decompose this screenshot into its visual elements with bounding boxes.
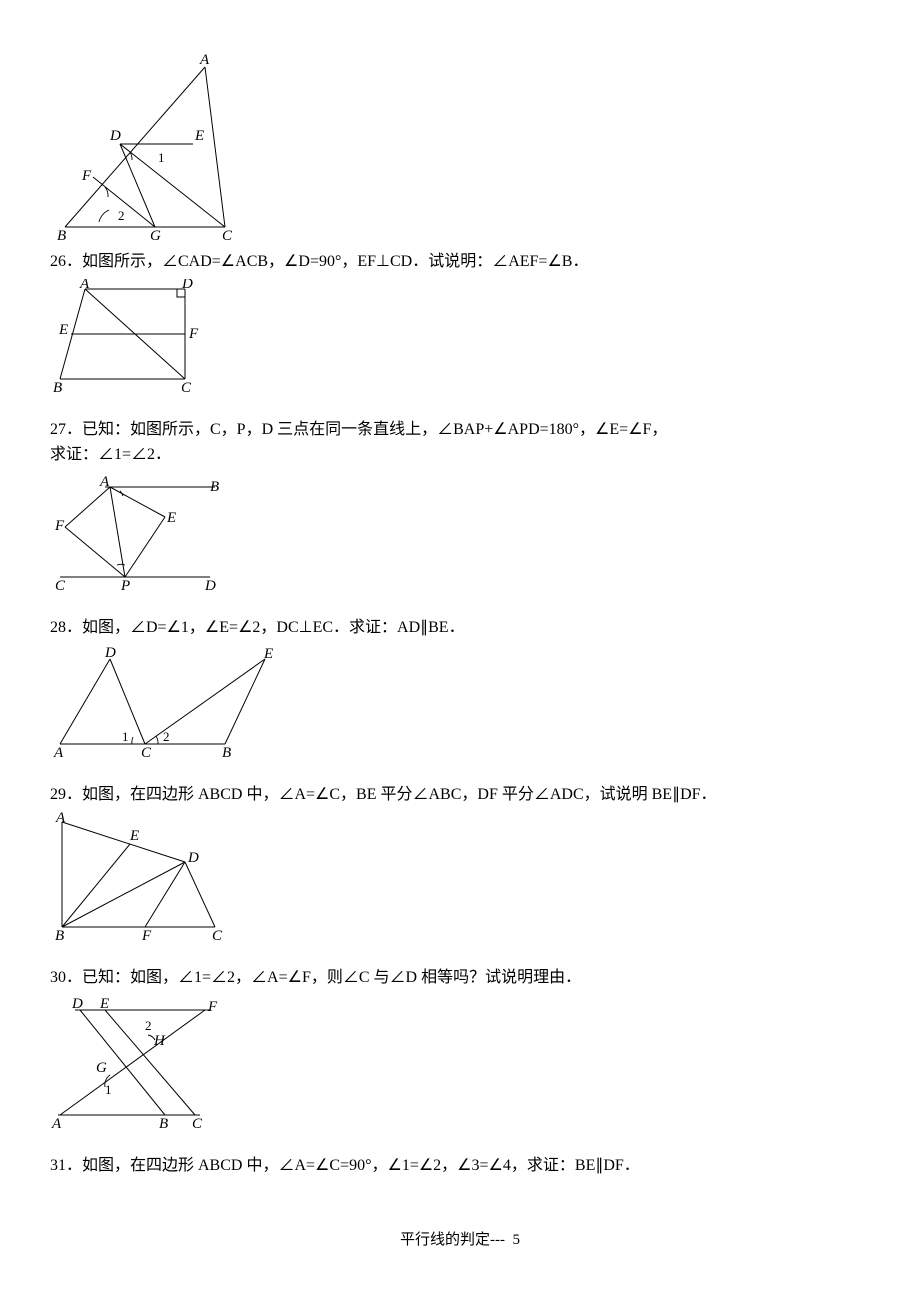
label-2-28: 2: [163, 729, 170, 744]
label-D-30: D: [71, 996, 83, 1012]
label-A-29: A: [55, 812, 66, 826]
label-F-29: F: [141, 928, 152, 942]
problem-29: 29．如图，在四边形 ABCD 中，∠A=∠C，BE 平分∠ABC，DF 平分∠…: [50, 782, 870, 947]
label-C-29: C: [212, 928, 223, 942]
label-A-28: A: [53, 745, 64, 759]
label-D-28: D: [104, 645, 116, 661]
figure-27: A B E F C P D: [50, 472, 870, 597]
label-C-30: C: [192, 1116, 203, 1130]
problem-27-text: 27．已知：如图所示，C，P，D 三点在同一条直线上，∠BAP+∠APD=180…: [50, 417, 870, 468]
problem-27-line2: 求证：∠1=∠2．: [50, 446, 171, 463]
label-A-26: A: [79, 279, 90, 292]
label-B-28: B: [222, 745, 231, 759]
problem-26: 26．如图所示，∠CAD=∠ACB，∠D=90°，EF⊥CD．试说明：∠AEF=…: [50, 249, 870, 399]
label-D: D: [109, 128, 121, 144]
label-E-27: E: [166, 510, 176, 526]
problem-29-body: ．如图，在四边形 ABCD 中，∠A=∠C，BE 平分∠ABC，DF 平分∠AD…: [66, 786, 717, 803]
label-B-29: B: [55, 928, 64, 942]
problem-31-num: 31: [50, 1157, 66, 1174]
footer-page: 5: [513, 1232, 521, 1248]
problem-28-body: ．如图，∠D=∠1，∠E=∠2，DC⊥EC．求证：AD∥BE．: [66, 619, 465, 636]
figure-28: D E A C B 1 2: [50, 644, 870, 764]
label-B-26: B: [53, 380, 62, 394]
label-2-30: 2: [145, 1018, 152, 1033]
problem-27-num: 27: [50, 421, 66, 438]
problem-28-text: 28．如图，∠D=∠1，∠E=∠2，DC⊥EC．求证：AD∥BE．: [50, 615, 870, 641]
label-D-27: D: [204, 578, 216, 592]
label-A-27: A: [99, 474, 110, 490]
problem-27: 27．已知：如图所示，C，P，D 三点在同一条直线上，∠BAP+∠APD=180…: [50, 417, 870, 597]
label-A: A: [199, 52, 210, 68]
label-G-30: G: [96, 1060, 107, 1076]
label-H-30: H: [153, 1033, 166, 1049]
label-F-30: F: [207, 999, 218, 1015]
problem-27-line1: ．已知：如图所示，C，P，D 三点在同一条直线上，∠BAP+∠APD=180°，…: [66, 421, 667, 438]
problem-26-text: 26．如图所示，∠CAD=∠ACB，∠D=90°，EF⊥CD．试说明：∠AEF=…: [50, 249, 870, 275]
label-C-28: C: [141, 745, 152, 759]
label-E-26: E: [58, 322, 68, 338]
problem-30-text: 30．已知：如图，∠1=∠2，∠A=∠F，则∠C 与∠D 相等吗？试说明理由．: [50, 965, 870, 991]
label-1-28: 1: [122, 729, 129, 744]
problem-30: 30．已知：如图，∠1=∠2，∠A=∠F，则∠C 与∠D 相等吗？试说明理由． …: [50, 965, 870, 1135]
problem-31: 31．如图，在四边形 ABCD 中，∠A=∠C=90°，∠1=∠2，∠3=∠4，…: [50, 1153, 870, 1179]
figure-30: D E F H G A B C 2 1: [50, 995, 870, 1135]
page-footer: 平行线的判定--- 5: [50, 1228, 870, 1249]
label-B-30: B: [159, 1116, 168, 1130]
problem-28: 28．如图，∠D=∠1，∠E=∠2，DC⊥EC．求证：AD∥BE． D E A …: [50, 615, 870, 765]
label-E-29: E: [129, 828, 139, 844]
problem-29-num: 29: [50, 786, 66, 803]
label-E-30: E: [99, 996, 109, 1012]
problem-26-body: ．如图所示，∠CAD=∠ACB，∠D=90°，EF⊥CD．试说明：∠AEF=∠B…: [66, 253, 588, 270]
page-content: A D E F B G C 1 2 26．如图所示，∠CAD=∠ACB，∠D=9…: [0, 0, 920, 1279]
label-G: G: [150, 228, 161, 242]
label-1: 1: [158, 150, 165, 165]
label-P-27: P: [120, 578, 130, 592]
problem-30-body: ．已知：如图，∠1=∠2，∠A=∠F，则∠C 与∠D 相等吗？试说明理由．: [66, 969, 581, 986]
label-D-29: D: [187, 850, 199, 866]
label-E: E: [194, 128, 204, 144]
label-E-28: E: [263, 646, 273, 662]
label-C: C: [222, 228, 233, 242]
problem-30-num: 30: [50, 969, 66, 986]
label-C-26: C: [181, 380, 192, 394]
label-2: 2: [118, 208, 125, 223]
label-D-26: D: [181, 279, 193, 292]
label-F-26: F: [188, 326, 199, 342]
label-C-27: C: [55, 578, 66, 592]
label-F-27: F: [54, 518, 65, 534]
label-1-30: 1: [105, 1082, 112, 1097]
problem-26-num: 26: [50, 253, 66, 270]
label-F: F: [81, 168, 92, 184]
problem-31-body: ．如图，在四边形 ABCD 中，∠A=∠C=90°，∠1=∠2，∠3=∠4，求证…: [66, 1157, 640, 1174]
label-A-30: A: [51, 1116, 62, 1130]
problem-28-num: 28: [50, 619, 66, 636]
figure-top: A D E F B G C 1 2: [50, 52, 870, 247]
problem-31-text: 31．如图，在四边形 ABCD 中，∠A=∠C=90°，∠1=∠2，∠3=∠4，…: [50, 1153, 870, 1179]
label-B-27: B: [210, 479, 219, 495]
figure-26: A D E F B C: [50, 279, 870, 399]
label-B: B: [57, 228, 66, 242]
problem-29-text: 29．如图，在四边形 ABCD 中，∠A=∠C，BE 平分∠ABC，DF 平分∠…: [50, 782, 870, 808]
figure-29: A E D B F C: [50, 812, 870, 947]
footer-text: 平行线的判定---: [400, 1232, 505, 1248]
